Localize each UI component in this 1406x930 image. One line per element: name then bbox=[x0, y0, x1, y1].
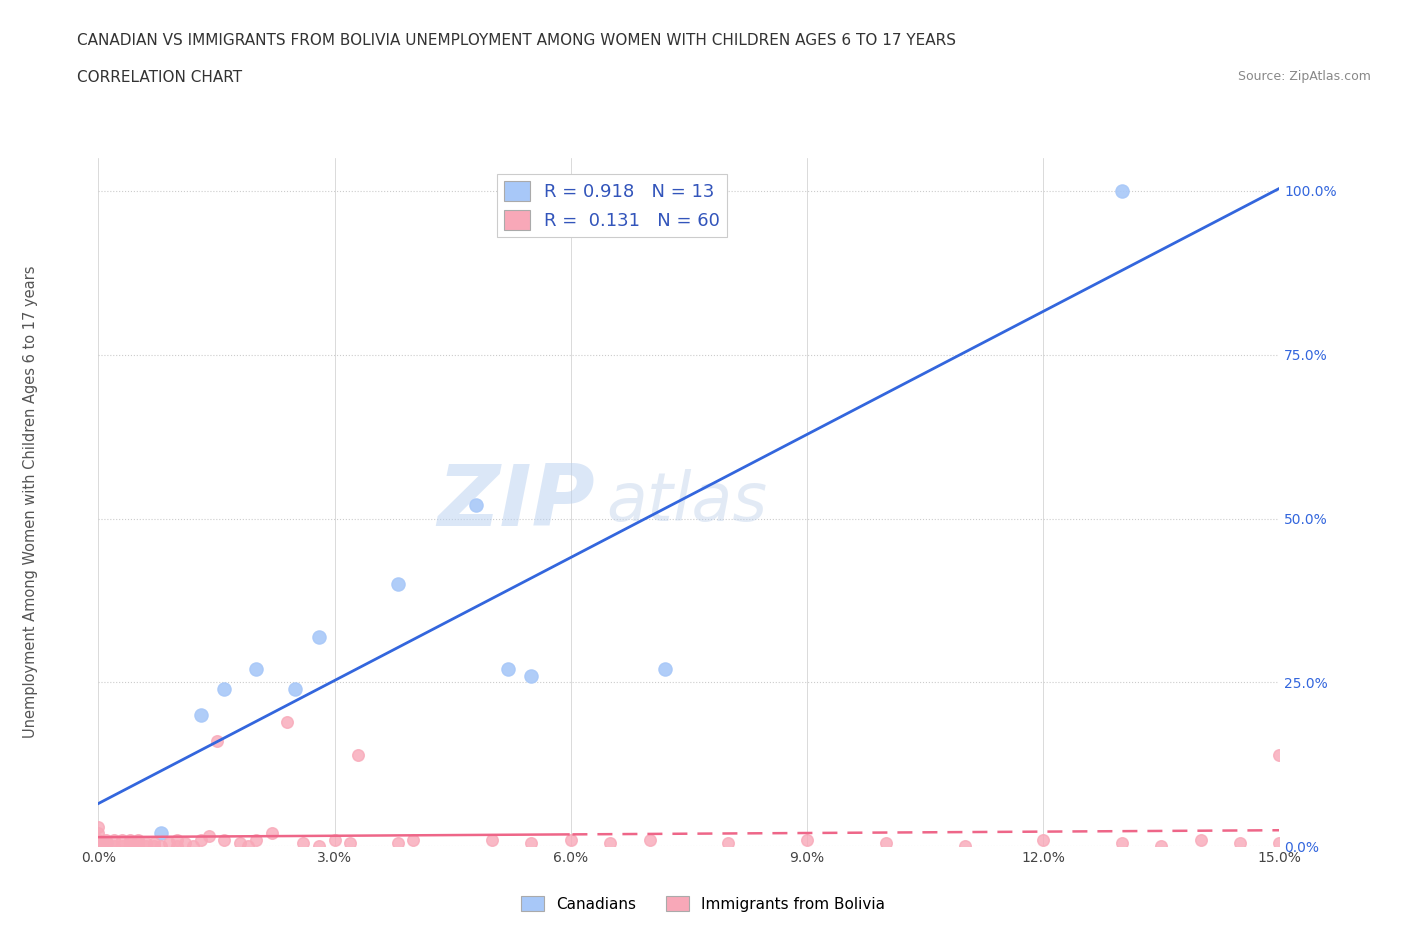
Point bbox=[87, 839, 110, 854]
Point bbox=[150, 826, 173, 841]
Point bbox=[276, 714, 298, 729]
Point bbox=[142, 839, 165, 854]
Point bbox=[142, 835, 165, 850]
Point bbox=[87, 835, 110, 850]
Point bbox=[1032, 832, 1054, 847]
Point bbox=[214, 682, 236, 697]
Point bbox=[402, 832, 425, 847]
Point bbox=[118, 832, 141, 847]
Point bbox=[174, 835, 197, 850]
Point bbox=[638, 832, 661, 847]
Point bbox=[1268, 747, 1291, 762]
Point bbox=[135, 839, 157, 854]
Point bbox=[481, 832, 503, 847]
Point bbox=[87, 832, 110, 847]
Point bbox=[953, 839, 976, 854]
Point bbox=[96, 839, 118, 854]
Point bbox=[465, 498, 488, 513]
Point bbox=[214, 832, 236, 847]
Point bbox=[339, 835, 361, 850]
Point bbox=[190, 708, 212, 723]
Point bbox=[387, 835, 409, 850]
Point bbox=[236, 839, 259, 854]
Point bbox=[1229, 835, 1251, 850]
Point bbox=[245, 662, 267, 677]
Point bbox=[654, 662, 676, 677]
Point bbox=[157, 835, 180, 850]
Point bbox=[118, 835, 141, 850]
Point bbox=[87, 819, 110, 834]
Point bbox=[197, 829, 219, 844]
Point bbox=[103, 839, 125, 854]
Point bbox=[1268, 835, 1291, 850]
Point bbox=[1189, 832, 1212, 847]
Point bbox=[205, 734, 228, 749]
Point bbox=[127, 832, 149, 847]
Text: CORRELATION CHART: CORRELATION CHART bbox=[77, 70, 242, 85]
Point bbox=[796, 832, 818, 847]
Point bbox=[127, 835, 149, 850]
Point bbox=[96, 832, 118, 847]
Point bbox=[308, 839, 330, 854]
Point bbox=[190, 832, 212, 847]
Point bbox=[96, 835, 118, 850]
Point bbox=[96, 835, 118, 850]
Point bbox=[347, 747, 370, 762]
Text: Source: ZipAtlas.com: Source: ZipAtlas.com bbox=[1237, 70, 1371, 83]
Point bbox=[308, 629, 330, 644]
Legend: R = 0.918   N = 13, R =  0.131   N = 60: R = 0.918 N = 13, R = 0.131 N = 60 bbox=[498, 174, 727, 237]
Point bbox=[875, 835, 897, 850]
Text: atlas: atlas bbox=[606, 470, 768, 535]
Point bbox=[229, 835, 252, 850]
Point bbox=[111, 832, 134, 847]
Point bbox=[127, 839, 149, 854]
Point bbox=[260, 826, 283, 841]
Point bbox=[599, 835, 621, 850]
Text: ZIP: ZIP bbox=[437, 460, 595, 544]
Point bbox=[118, 839, 141, 854]
Point bbox=[87, 826, 110, 841]
Point bbox=[166, 839, 188, 854]
Point bbox=[245, 832, 267, 847]
Point bbox=[166, 832, 188, 847]
Point bbox=[111, 839, 134, 854]
Text: Unemployment Among Women with Children Ages 6 to 17 years: Unemployment Among Women with Children A… bbox=[24, 266, 38, 738]
Point bbox=[1150, 839, 1173, 854]
Point bbox=[717, 835, 740, 850]
Point bbox=[560, 832, 582, 847]
Legend: Canadians, Immigrants from Bolivia: Canadians, Immigrants from Bolivia bbox=[515, 889, 891, 918]
Point bbox=[520, 835, 543, 850]
Text: CANADIAN VS IMMIGRANTS FROM BOLIVIA UNEMPLOYMENT AMONG WOMEN WITH CHILDREN AGES : CANADIAN VS IMMIGRANTS FROM BOLIVIA UNEM… bbox=[77, 33, 956, 47]
Point bbox=[181, 839, 204, 854]
Point bbox=[520, 669, 543, 684]
Point bbox=[1111, 835, 1133, 850]
Point bbox=[323, 832, 346, 847]
Point bbox=[387, 577, 409, 591]
Point bbox=[292, 835, 315, 850]
Point bbox=[1111, 183, 1133, 198]
Point bbox=[103, 832, 125, 847]
Point bbox=[150, 839, 173, 854]
Point bbox=[284, 682, 307, 697]
Point bbox=[496, 662, 519, 677]
Point bbox=[135, 835, 157, 850]
